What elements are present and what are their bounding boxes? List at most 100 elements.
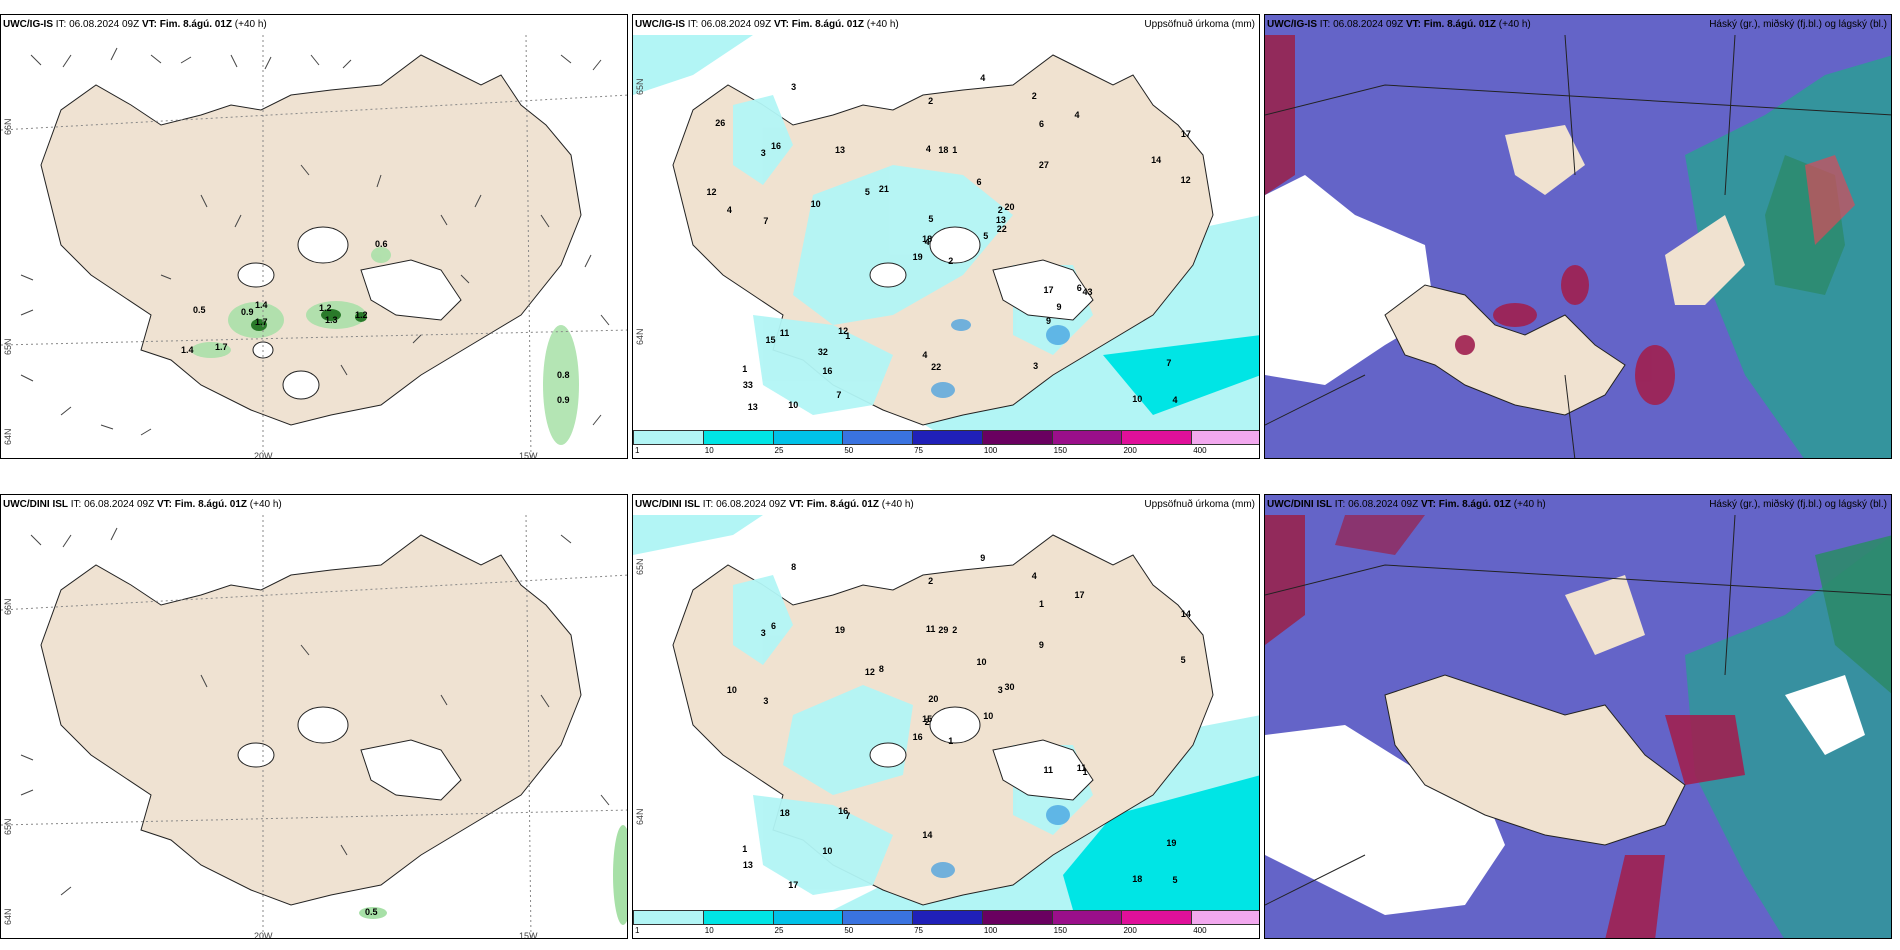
init-time: IT: 06.08.2024 09Z xyxy=(70,499,155,510)
valid-time: VT: Fim. 8.ágú. 01Z xyxy=(1420,499,1511,510)
precip-value: 18 xyxy=(922,233,933,244)
precip-value: 17 xyxy=(1043,284,1054,295)
precip-value: 16 xyxy=(912,732,923,743)
precip-value: 10 xyxy=(822,845,833,856)
cloud-map xyxy=(1265,15,1891,458)
precip-value: 3 xyxy=(760,627,766,638)
colorbar-swatch xyxy=(1051,430,1123,445)
panel-wind-row1: UWC/IG-IS IT: 06.08.2024 09Z VT: Fim. 8.… xyxy=(0,14,628,459)
precip-value: 13 xyxy=(747,401,758,412)
panel-header: UWC/IG-IS IT: 06.08.2024 09Z VT: Fim. 8.… xyxy=(3,19,623,31)
lon-label-15w: 15W xyxy=(519,451,538,459)
precip-value: 5 xyxy=(864,186,870,197)
precip-value: 1 xyxy=(948,735,954,746)
colorbar-swatch xyxy=(633,430,704,445)
valid-time: VT: Fim. 8.ágú. 01Z xyxy=(156,499,247,510)
precip-value: 19 xyxy=(912,252,923,263)
lead-time: (+40 h) xyxy=(1513,499,1546,510)
model-name: UWC/DINI ISL xyxy=(635,499,700,510)
lat-label-64n: 64N xyxy=(635,328,645,345)
precip-value: 6 xyxy=(1076,282,1082,293)
wind-value: 1.3 xyxy=(325,315,338,325)
colorbar-swatch xyxy=(772,910,844,925)
precip-value: 5 xyxy=(1180,655,1186,666)
precip-value: 5 xyxy=(983,230,989,241)
precip-value: 6 xyxy=(1038,118,1044,129)
precip-value: 27 xyxy=(1038,160,1049,171)
wind-value: 1.7 xyxy=(255,317,268,327)
panel-wind-row2: UWC/DINI ISL IT: 06.08.2024 09Z VT: Fim.… xyxy=(0,494,628,939)
colorbar-swatch xyxy=(912,430,983,445)
precip-value: 12 xyxy=(1180,175,1191,186)
colorbar-tick: 10 xyxy=(704,446,714,455)
model-name: UWC/DINI ISL xyxy=(3,499,68,510)
colorbar-tick: 25 xyxy=(774,926,784,935)
cloud-title: Háský (gr.), miðský (fj.bl.) og lágský (… xyxy=(1709,19,1887,30)
precip-value: 43 xyxy=(1082,286,1093,297)
precip-value: 9 xyxy=(1045,315,1051,326)
lead-time: (+40 h) xyxy=(866,19,899,30)
precip-value: 16 xyxy=(771,141,782,152)
precip-value: 5 xyxy=(928,214,934,225)
precip-value: 4 xyxy=(1031,571,1037,582)
colorbar-swatch xyxy=(702,430,774,445)
precip-value: 4 xyxy=(1172,394,1178,405)
precip-value: 18 xyxy=(779,807,790,818)
init-time: IT: 06.08.2024 09Z xyxy=(687,19,772,30)
precip-value: 9 xyxy=(1038,640,1044,651)
precip-value: 7 xyxy=(1166,357,1172,368)
wind-barbs xyxy=(20,47,610,436)
precip-value: 11 xyxy=(779,327,790,338)
panel-header: UWC/IG-IS IT: 06.08.2024 09Z VT: Fim. 8.… xyxy=(1267,19,1887,31)
model-name: UWC/IG-IS xyxy=(3,19,53,30)
valid-time: VT: Fim. 8.ágú. 01Z xyxy=(141,19,232,30)
lon-label-15w: 15W xyxy=(519,931,538,939)
colorbar-tick: 50 xyxy=(844,446,854,455)
precip-value: 3 xyxy=(791,82,797,93)
precip-value: 1 xyxy=(742,363,748,374)
precip-value: 14 xyxy=(1180,609,1191,620)
precip-value: 1 xyxy=(1038,598,1044,609)
wind-value: 1.4 xyxy=(255,300,268,310)
colorbar-swatch xyxy=(1121,430,1193,445)
precip-value: 19 xyxy=(1166,837,1177,848)
lat-label-64n: 64N xyxy=(635,808,645,825)
wind-value: 0.6 xyxy=(375,239,388,249)
panel-cloud-row2: UWC/DINI ISL IT: 06.08.2024 09Z VT: Fim.… xyxy=(1264,494,1892,939)
precip-value: 2 xyxy=(997,204,1003,215)
model-name: UWC/IG-IS xyxy=(1267,19,1317,30)
precip-value: 6 xyxy=(771,621,777,632)
lon-label-20w: 20W xyxy=(254,451,273,459)
colorbar-swatch xyxy=(981,430,1053,445)
lat-label-65n: 65N xyxy=(3,818,13,835)
precip-value: 17 xyxy=(1180,129,1191,140)
colorbar-swatch xyxy=(912,910,983,925)
precip-value: 2 xyxy=(924,717,930,728)
wind-map xyxy=(1,15,627,458)
precip-value: 2 xyxy=(928,95,934,106)
wind-value: 0.8 xyxy=(557,370,570,380)
valid-time: VT: Fim. 8.ágú. 01Z xyxy=(788,499,879,510)
precip-value: 26 xyxy=(715,117,726,128)
lead-time: (+40 h) xyxy=(234,19,267,30)
precip-dark xyxy=(251,309,367,331)
wind-value: 0.9 xyxy=(241,307,254,317)
cloud-map xyxy=(1265,495,1891,938)
precip-value: 22 xyxy=(931,361,942,372)
precip-value: 13 xyxy=(742,859,753,870)
graticule xyxy=(1,34,627,458)
precip-title: Uppsöfnuð úrkoma (mm) xyxy=(1144,19,1255,30)
precip-value: 16 xyxy=(822,365,833,376)
wind-value: 1.4 xyxy=(181,345,194,355)
precip-value: 3 xyxy=(763,696,769,707)
init-time: IT: 06.08.2024 09Z xyxy=(1319,19,1404,30)
precip-green xyxy=(191,247,579,445)
precip-value: 22 xyxy=(996,224,1007,235)
cloud-title: Háský (gr.), miðský (fj.bl.) og lágský (… xyxy=(1709,499,1887,510)
lead-time: (+40 h) xyxy=(881,499,914,510)
precip-value: 2 xyxy=(1031,91,1037,102)
wind-value: 1.2 xyxy=(355,310,368,320)
precip-value: 4 xyxy=(726,205,732,216)
precip-value: 15 xyxy=(922,713,933,724)
lon-label-20w: 20W xyxy=(254,931,273,939)
